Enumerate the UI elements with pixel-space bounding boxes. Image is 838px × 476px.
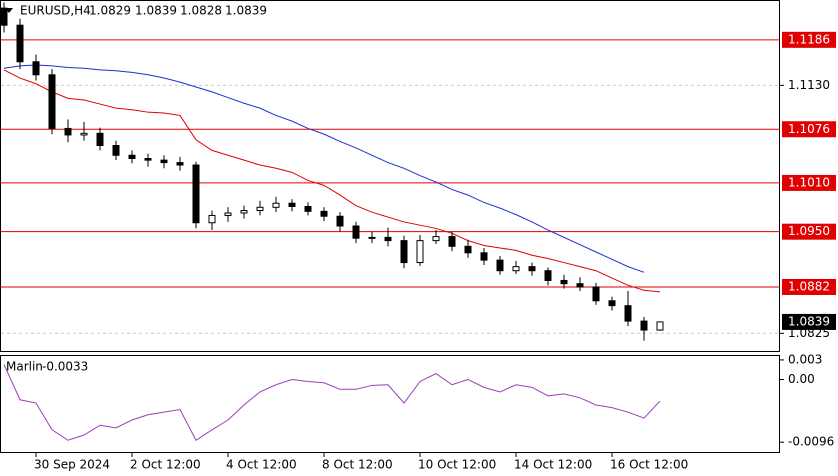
candle-body [0,7,8,26]
candle-body [288,202,296,207]
header-open: 1.0829 [89,4,131,18]
oscillator-value: -0.0033 [42,360,88,374]
oscillator-line [3,364,661,441]
moving-average [3,69,661,293]
y-tick-label: -0.0096 [788,435,834,449]
candle-body [48,74,56,129]
oscillator-title: Marlin [6,360,43,374]
candle-body [576,283,584,288]
y-tick-label: 0.00 [788,372,815,386]
candle-body [384,236,392,242]
candle-body [656,321,664,331]
candle-body [608,300,616,307]
candle-body [80,132,88,136]
x-tick-label: 30 Sep 2024 [34,458,110,472]
candle-body [560,279,568,285]
x-tick-label: 16 Oct 12:00 [610,458,688,472]
candle-body [128,154,136,160]
level-label-box [782,223,836,240]
x-tick-label: 8 Oct 12:00 [322,458,393,472]
candle-body [240,210,248,214]
oscillator-panel [0,355,780,453]
candle-body [208,214,216,224]
candle-body [448,236,456,247]
x-tick-label: 14 Oct 12:00 [514,458,592,472]
candle-body [592,286,600,302]
candle-body [176,162,184,166]
candle-body [336,215,344,227]
header-high: 1.0839 [135,4,177,18]
price-panel [0,0,780,352]
candle-body [624,305,632,322]
moving-average [3,64,645,273]
candle-body [272,202,280,208]
candle-body [256,206,264,212]
candle-body [496,259,504,272]
candle-body [400,240,408,264]
candle-body [112,145,120,156]
y-tick-label: 1.1130 [788,78,830,92]
level-label-box [782,121,836,138]
candle-body [480,252,488,261]
level-label: 1.1010 [788,175,830,189]
candle-body [32,61,40,76]
level-label: 1.1186 [788,32,830,46]
candle-body [320,210,328,217]
candle-body [352,225,360,239]
level-label: 1.0882 [788,279,830,293]
x-tick-label: 10 Oct 12:00 [418,458,496,472]
x-tick-label: 2 Oct 12:00 [130,458,201,472]
candle-body [96,132,104,147]
level-label-box [782,278,836,295]
candle-body [16,24,24,63]
candle-body [640,320,648,331]
candle-body [416,240,424,264]
candle-body [368,236,376,239]
symbol-title: EURUSD,H4 [20,4,91,18]
candle-body [464,245,472,254]
header-close: 1.0839 [225,4,267,18]
candle-body [512,266,520,272]
level-label: 1.0950 [788,224,830,238]
header-low: 1.0828 [180,4,222,18]
price-label: 1.0839 [788,314,830,328]
x-tick-label: 4 Oct 12:00 [226,458,297,472]
candle-body [224,212,232,216]
candle-body [544,270,552,281]
level-label: 1.1076 [788,122,830,136]
candle-body [160,159,168,164]
candle-body [144,158,152,161]
candle-body [64,127,72,136]
price-label-box [782,313,836,330]
candle-body [304,205,312,212]
level-label-box [782,31,836,48]
y-tick-label: 0.003 [788,352,822,366]
candle-body [432,236,440,242]
candle-body [528,266,536,272]
candle-body [192,164,200,224]
level-label-box [782,174,836,191]
